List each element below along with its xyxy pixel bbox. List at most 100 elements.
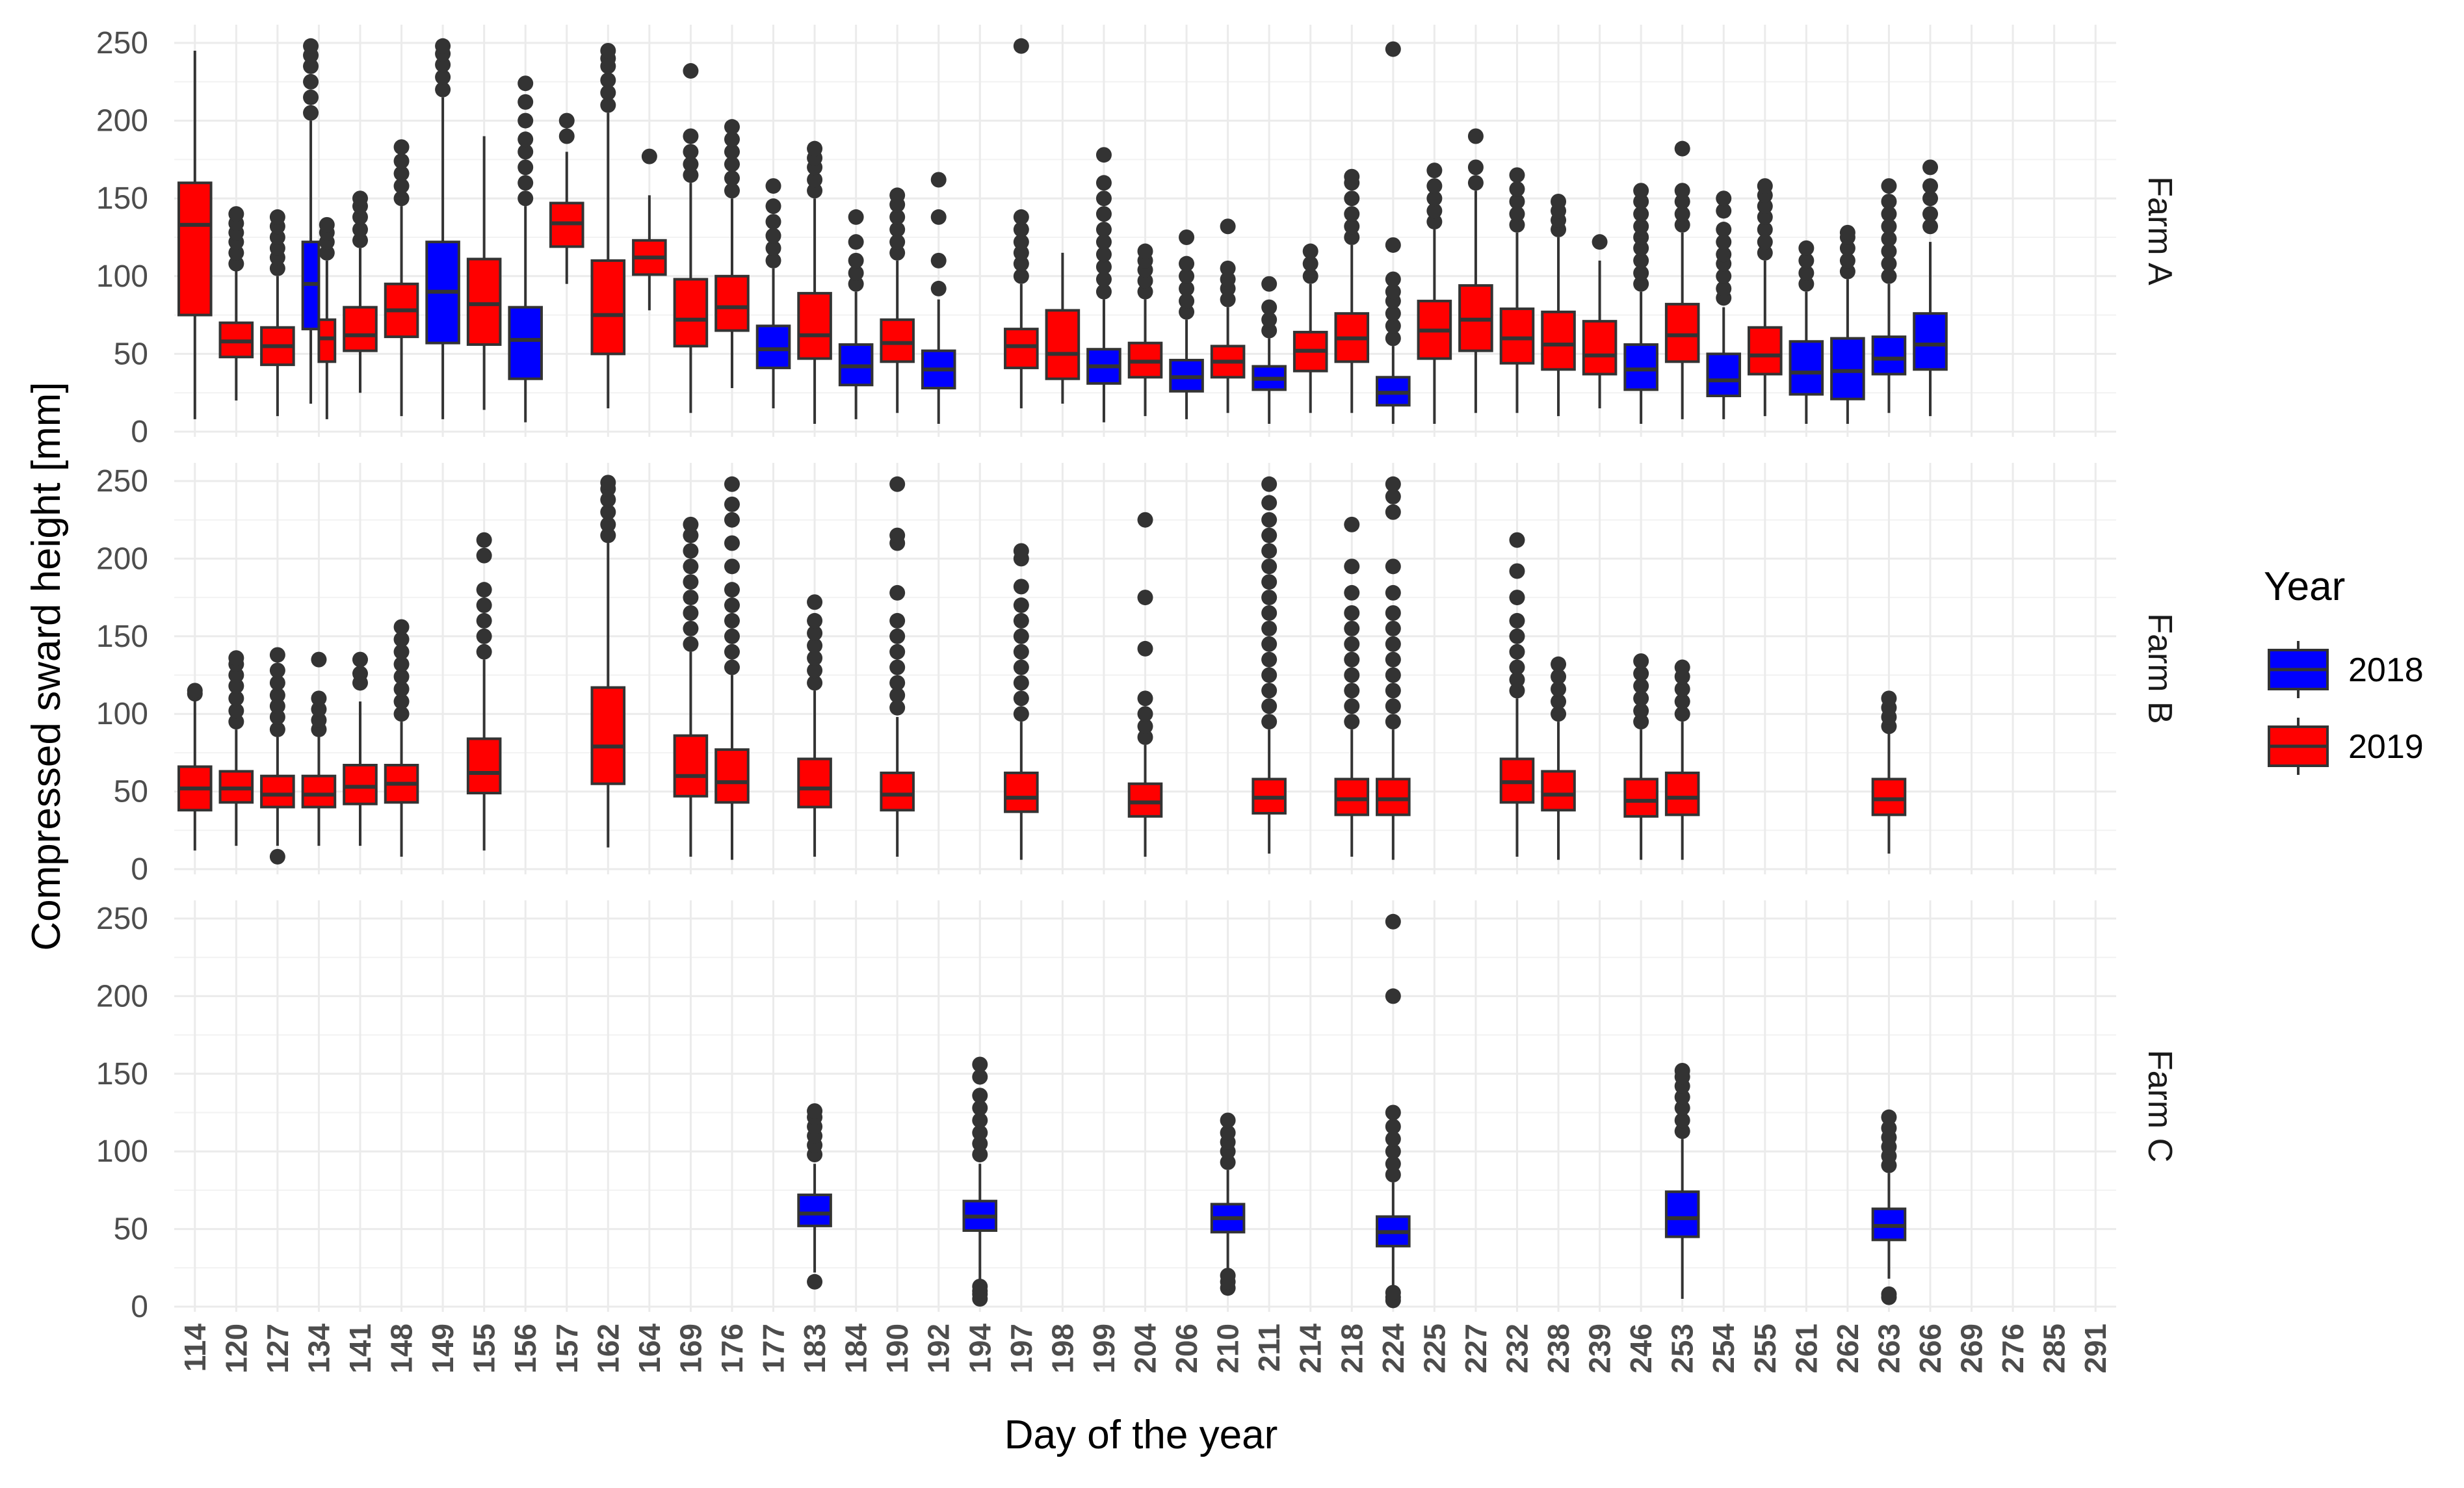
outlier-point <box>1757 244 1773 261</box>
outlier-point <box>765 178 781 194</box>
outlier-point <box>435 69 451 85</box>
outlier-point <box>807 172 823 188</box>
outlier-point <box>228 650 244 666</box>
outlier-point <box>1385 237 1401 253</box>
box-199-2018 <box>1086 147 1121 423</box>
box-262-2018 <box>1830 224 1865 424</box>
box-body <box>343 306 378 352</box>
outlier-point <box>1509 193 1525 209</box>
outlier-point <box>1220 1154 1236 1170</box>
box-body <box>317 318 337 363</box>
box-224-2018 <box>1376 41 1411 424</box>
box-211-2019 <box>1252 476 1287 854</box>
outlier-point <box>807 1273 823 1290</box>
outlier-point <box>807 183 823 199</box>
outlier-point <box>724 156 740 172</box>
outlier-point <box>848 209 864 225</box>
outlier-point <box>352 651 368 668</box>
outlier-point <box>683 527 699 543</box>
x-tick-label: 183 <box>798 1324 832 1374</box>
outlier-point <box>889 222 906 238</box>
y-tick-label: 150 <box>96 181 148 216</box>
outlier-point <box>1261 651 1278 668</box>
outlier-point <box>1757 222 1773 238</box>
x-axis-title: Day of the year <box>1004 1413 1278 1457</box>
outlier-point <box>1633 666 1649 682</box>
outlier-point <box>558 112 575 129</box>
outlier-point <box>1095 271 1112 287</box>
box-body <box>797 292 832 360</box>
outlier-point <box>1095 147 1112 163</box>
outlier-point <box>1922 218 1939 235</box>
outlier-point <box>1509 590 1525 606</box>
outlier-point <box>1674 183 1690 199</box>
outlier-point <box>1674 193 1690 209</box>
outlier-point <box>1633 183 1649 199</box>
x-tick-label: 227 <box>1459 1324 1493 1374</box>
outlier-point <box>600 475 616 491</box>
outlier-point <box>1013 612 1029 629</box>
legend-label: 2019 <box>2348 728 2424 766</box>
outlier-point <box>1881 1289 1897 1305</box>
outlier-point <box>807 650 823 666</box>
x-tick-label: 254 <box>1707 1324 1740 1374</box>
outlier-point <box>724 476 740 492</box>
box-155-2019 <box>466 136 502 410</box>
x-tick-label: 149 <box>426 1324 460 1374</box>
box-127-2019 <box>260 647 295 865</box>
box-body <box>880 318 915 363</box>
outlier-point <box>1633 229 1649 245</box>
outlier-point <box>1716 203 1732 219</box>
outlier-point <box>1385 1285 1401 1301</box>
outlier-point <box>807 625 823 642</box>
x-tick-label: 225 <box>1417 1324 1451 1374</box>
box-190-2019 <box>880 476 915 857</box>
y-tick-label: 0 <box>131 415 148 449</box>
outlier-point <box>600 97 616 113</box>
outlier-point <box>1095 259 1112 275</box>
box-156-2018 <box>508 75 543 423</box>
box-body <box>673 278 709 348</box>
outlier-point <box>1344 683 1360 699</box>
box-197-2019 <box>1004 543 1039 860</box>
outlier-point <box>724 535 740 551</box>
outlier-point <box>1509 216 1525 233</box>
y-tick-label: 50 <box>114 337 148 371</box>
x-tick-label: 214 <box>1294 1324 1328 1374</box>
outlier-point <box>393 706 410 722</box>
outlier-point <box>1757 198 1773 215</box>
outlier-point <box>1881 178 1897 194</box>
outlier-point <box>518 75 534 92</box>
outlier-point <box>518 175 534 191</box>
outlier-point <box>1344 584 1360 601</box>
box-body <box>1541 770 1576 812</box>
outlier-point <box>972 1136 988 1152</box>
box-214-2019 <box>1292 243 1328 413</box>
outlier-point <box>1467 175 1484 191</box>
outlier-point <box>1261 667 1278 683</box>
outlier-point <box>518 131 534 148</box>
outlier-point <box>724 582 740 598</box>
outlier-point <box>724 131 740 148</box>
legend-title: Year <box>2264 564 2345 609</box>
box-218-2019 <box>1334 168 1370 413</box>
outlier-point <box>1095 234 1112 250</box>
outlier-point <box>1137 706 1153 722</box>
box-197-2019 <box>1004 38 1039 409</box>
outlier-point <box>1633 265 1649 281</box>
box-206-2018 <box>1169 229 1204 419</box>
box-body <box>177 181 213 317</box>
outlier-point <box>1344 714 1360 730</box>
outlier-point <box>1633 218 1649 235</box>
outlier-point <box>393 153 410 169</box>
outlier-point <box>1179 304 1195 320</box>
outlier-point <box>1551 668 1567 685</box>
y-axis-title: Compressed sward height [mm] <box>24 382 69 950</box>
box-141-2019 <box>343 651 378 846</box>
outlier-point <box>724 183 740 199</box>
box-120-2019 <box>218 206 254 401</box>
box-141-2019 <box>343 190 378 393</box>
outlier-point <box>1674 1112 1690 1129</box>
box-body <box>1334 777 1370 816</box>
outlier-point <box>1674 1063 1690 1079</box>
